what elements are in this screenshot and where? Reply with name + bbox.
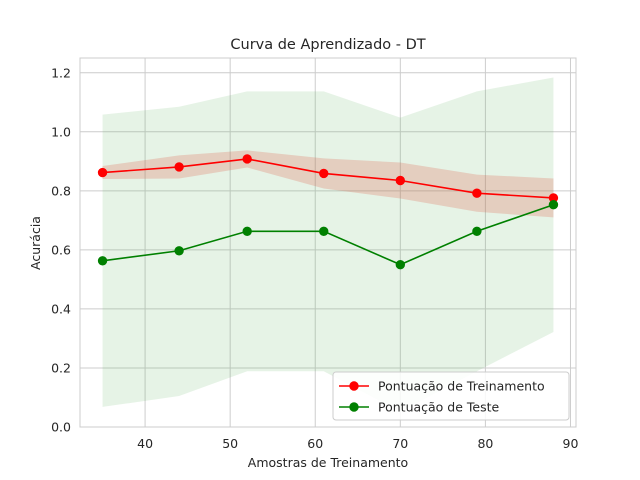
test-score-point	[242, 226, 252, 236]
y-tick-label: 0.6	[51, 242, 71, 257]
chart-title: Curva de Aprendizado - DT	[230, 37, 425, 53]
y-tick-label: 0.4	[51, 301, 71, 316]
test-score-point	[319, 226, 329, 236]
y-tick-label: 1.0	[51, 124, 71, 139]
legend-marker-test	[349, 402, 359, 412]
test-score-point	[395, 259, 406, 270]
test-score-point	[174, 246, 184, 256]
x-tick-labels: 40 50 60 70 80 90	[137, 436, 578, 451]
x-axis-label: Amostras de Treinamento	[248, 455, 408, 470]
train-score-point	[395, 175, 406, 186]
legend: Pontuação de Treinamento Pontuação de Te…	[332, 371, 570, 421]
y-tick-label: 0.8	[51, 183, 71, 198]
train-score-band	[102, 150, 554, 218]
plot-area	[80, 58, 576, 427]
y-tick-labels: 0.0 0.2 0.4 0.6 0.8 1.0 1.2	[51, 65, 71, 434]
train-score-point	[174, 162, 184, 172]
x-tick-label: 40	[137, 436, 153, 451]
test-score-band	[102, 77, 554, 412]
plot-frame	[79, 57, 577, 428]
train-score-point	[97, 167, 108, 178]
legend-label-test: Pontuação de Teste	[378, 400, 500, 415]
train-score-point	[319, 168, 329, 179]
test-score-point	[97, 256, 108, 266]
legend-label-train: Pontuação de Treinamento	[378, 379, 545, 394]
train-score-point	[242, 154, 252, 164]
series-points	[97, 154, 559, 270]
y-axis-label: Acurácia	[28, 216, 43, 270]
x-tick-label: 80	[477, 436, 493, 451]
x-tick-label: 90	[563, 436, 579, 451]
x-tick-label: 70	[392, 436, 408, 451]
x-tick-label: 60	[307, 436, 323, 451]
y-tick-label: 0.2	[51, 360, 71, 375]
y-tick-label: 1.2	[51, 65, 71, 80]
legend-marker-train	[349, 381, 359, 391]
x-tick-label: 50	[222, 436, 238, 451]
train-score-point	[472, 188, 482, 198]
test-score-point	[548, 200, 559, 210]
y-tick-label: 0.0	[51, 420, 71, 435]
test-score-point	[472, 226, 482, 236]
confidence-bands	[102, 77, 554, 412]
legend-box	[332, 371, 570, 421]
